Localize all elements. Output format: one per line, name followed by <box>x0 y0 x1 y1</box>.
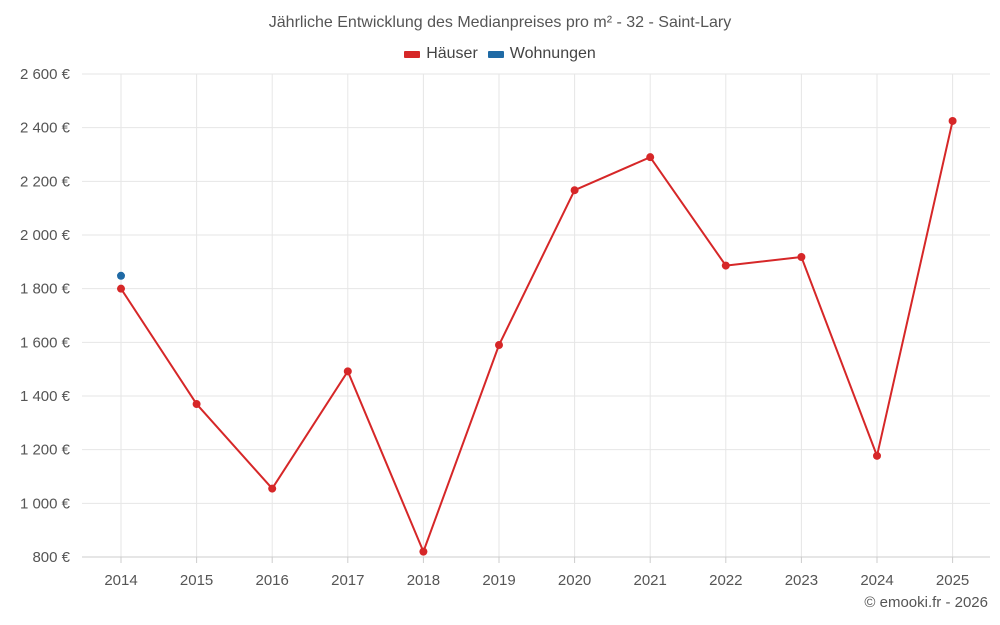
chart-title: Jährliche Entwicklung des Medianpreises … <box>268 14 732 31</box>
data-point <box>192 400 201 409</box>
series-layer <box>117 116 957 556</box>
y-axis-labels: 800 € 1 000 € 1 200 € 1 400 € 1 600 € 1 800 €… <box>20 66 71 566</box>
data-point <box>117 271 125 280</box>
x-tick-label: 2015 <box>180 572 213 589</box>
data-point <box>873 451 881 460</box>
y-tick-label: 2 600 € <box>20 66 71 83</box>
y-tick-label: 1 000 € <box>20 495 71 512</box>
data-point <box>948 116 957 125</box>
y-tick-label: 1 800 € <box>20 281 71 298</box>
data-point <box>495 341 503 350</box>
legend-item-wohnungen[interactable]: Wohnungen <box>487 45 596 63</box>
x-tick-label: 2024 <box>860 572 893 589</box>
legend-swatch-wohnungen <box>487 50 504 58</box>
x-tick-label: 2019 <box>482 572 515 589</box>
data-point <box>721 261 730 270</box>
x-tick-label: 2022 <box>709 572 742 589</box>
y-tick-label: 2 400 € <box>20 120 71 137</box>
x-tick-label: 2016 <box>256 572 289 589</box>
y-tick-label: 1 600 € <box>20 334 71 351</box>
x-axis-labels: 2014 2015 2016 2017 2018 2019 2020 2021 2022 2023… <box>104 572 969 589</box>
legend-label-haeuser: Häuser <box>426 45 478 62</box>
grid <box>82 73 990 557</box>
y-tick-label: 2 000 € <box>20 227 71 244</box>
data-point <box>419 547 428 556</box>
axes <box>82 556 990 563</box>
x-tick-label: 2021 <box>634 572 667 589</box>
y-tick-label: 1 400 € <box>20 388 71 405</box>
x-tick-label: 2018 <box>407 572 440 589</box>
credit-text[interactable]: © emooki.fr - 2026 <box>864 594 988 611</box>
legend-item-haeuser[interactable]: Häuser <box>404 45 478 63</box>
legend-swatch-haeuser <box>404 50 421 58</box>
y-tick-label: 2 200 € <box>20 173 71 190</box>
data-point <box>268 484 277 493</box>
x-tick-label: 2025 <box>936 572 969 589</box>
data-point <box>570 186 579 195</box>
data-point <box>797 253 806 262</box>
legend: Häuser Wohnungen <box>0 45 1000 63</box>
x-tick-label: 2014 <box>104 572 137 589</box>
x-tick-label: 2017 <box>331 572 364 589</box>
data-point <box>117 284 125 293</box>
data-point <box>646 153 655 162</box>
series-line-0 <box>120 120 954 553</box>
legend-label-wohnungen: Wohnungen <box>509 45 596 62</box>
x-tick-label: 2020 <box>558 572 591 589</box>
y-tick-label: 1 200 € <box>20 442 71 459</box>
data-point <box>343 367 352 376</box>
y-tick-label: 800 € <box>32 549 70 566</box>
x-tick-label: 2023 <box>785 572 818 589</box>
